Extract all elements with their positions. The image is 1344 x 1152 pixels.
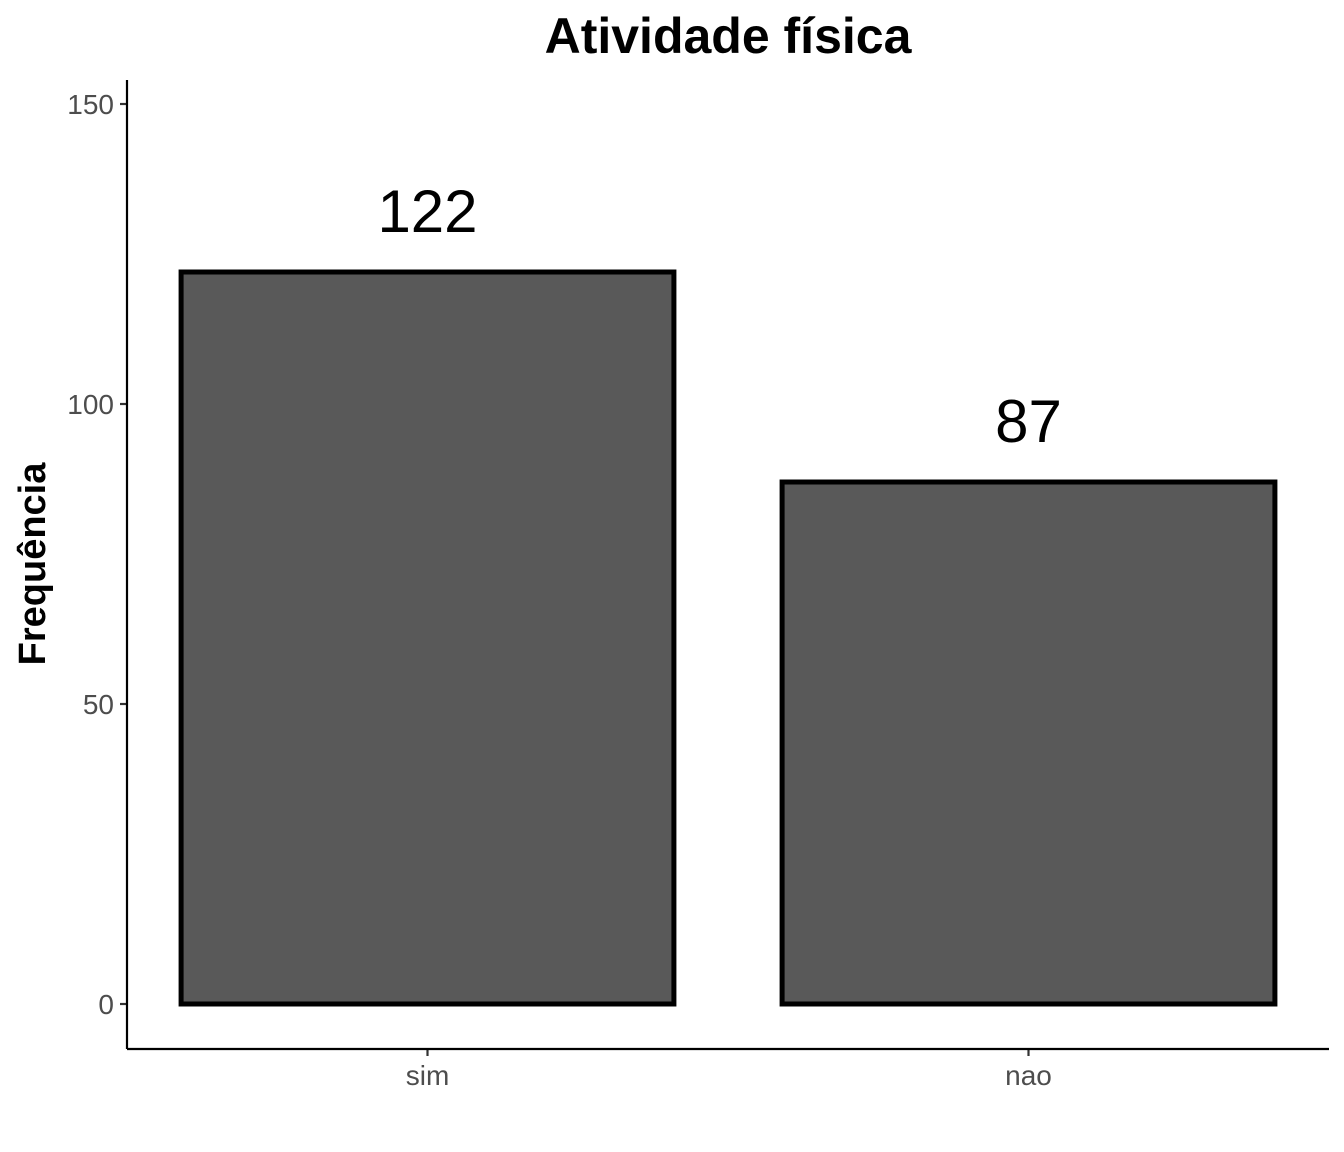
x-tick-label-sim: sim <box>406 1060 450 1091</box>
data-label-nao: 87 <box>995 388 1062 455</box>
data-labels: 122 87 <box>377 178 1061 455</box>
y-tick-label: 100 <box>67 389 114 420</box>
y-tick-label: 150 <box>67 89 114 120</box>
y-tick-label: 0 <box>98 989 114 1020</box>
data-label-sim: 122 <box>377 178 477 245</box>
y-tick-label: 50 <box>83 689 114 720</box>
y-axis-ticks: 0 50 100 150 <box>67 89 127 1020</box>
y-axis-title: Frequência <box>12 462 54 666</box>
x-tick-label-nao: nao <box>1005 1060 1052 1091</box>
chart-title: Atividade física <box>545 8 913 64</box>
bars <box>178 269 1278 1007</box>
bar-nao <box>779 479 1278 1007</box>
x-axis-ticks: sim nao <box>406 1049 1052 1091</box>
bar-sim <box>178 269 677 1007</box>
